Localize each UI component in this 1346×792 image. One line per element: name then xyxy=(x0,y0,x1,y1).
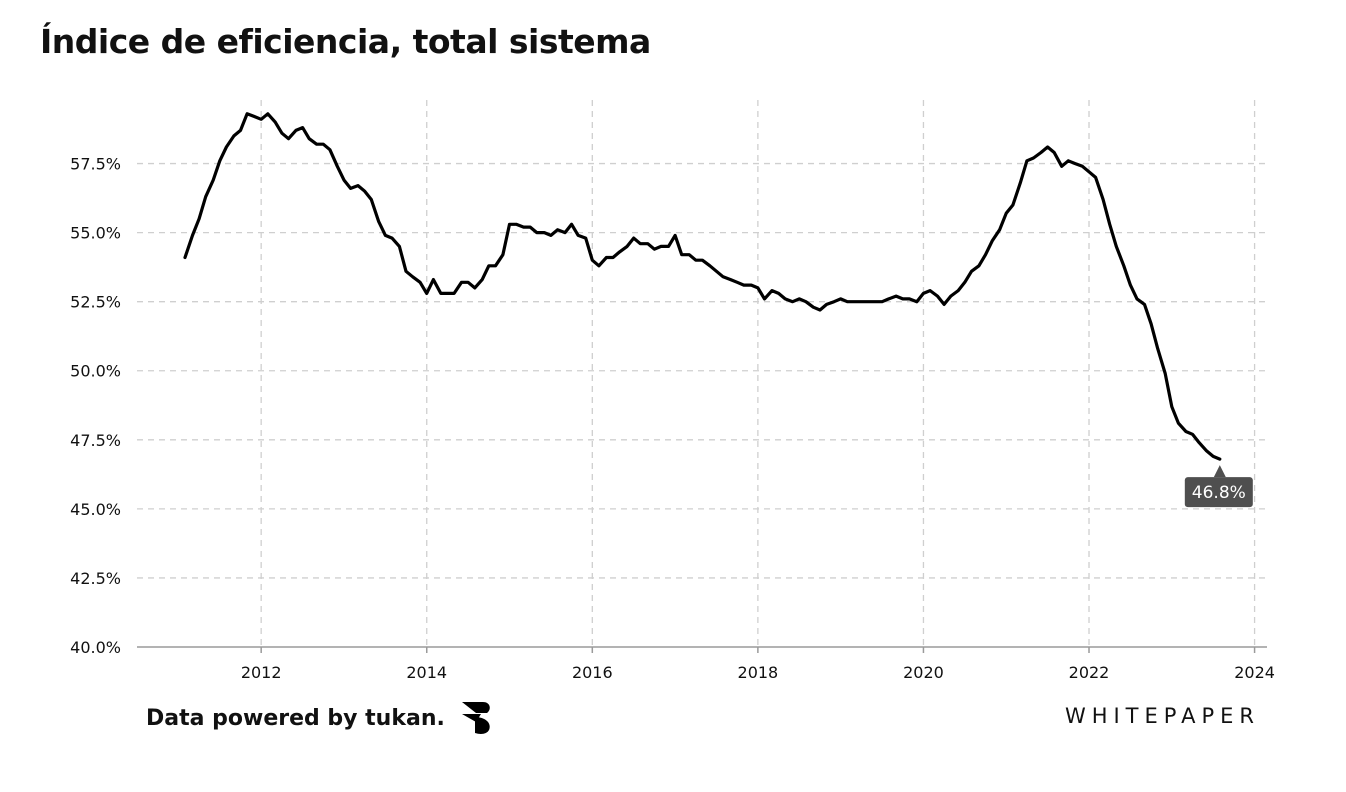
x-tick-label: 2016 xyxy=(572,663,613,682)
x-tick-label: 2018 xyxy=(738,663,779,682)
y-tick-label: 50.0% xyxy=(70,362,121,381)
x-tick-label: 2012 xyxy=(241,663,282,682)
tukan-logo-icon xyxy=(461,702,490,734)
data-credit: Data powered by tukan. xyxy=(146,700,493,736)
whitepaper-brand: WHITEPAPER xyxy=(1064,704,1260,728)
y-tick-label: 45.0% xyxy=(70,500,121,519)
x-tick-label: 2022 xyxy=(1069,663,1110,682)
y-tick-label: 57.5% xyxy=(70,155,121,174)
x-tick-label: 2020 xyxy=(903,663,944,682)
y-tick-label: 52.5% xyxy=(70,293,121,312)
last-value-label: 46.8% xyxy=(1184,465,1253,508)
y-tick-label: 47.5% xyxy=(70,431,121,450)
label-layer: 46.8% xyxy=(1184,465,1253,508)
chart-title: Índice de eficiencia, total sistema xyxy=(40,22,651,61)
label-pointer xyxy=(1213,465,1226,478)
y-tick-label: 40.0% xyxy=(70,638,121,657)
label-text: 46.8% xyxy=(1192,483,1246,503)
credit-text: Data powered by tukan. xyxy=(146,705,445,731)
y-tick-label: 55.0% xyxy=(70,224,121,243)
y-tick-label: 42.5% xyxy=(70,569,121,588)
x-tick-label: 2014 xyxy=(406,663,447,682)
series-layer xyxy=(183,112,1222,461)
grid-layer xyxy=(137,100,1267,647)
x-tick-label: 2024 xyxy=(1234,663,1275,682)
label-box xyxy=(1184,477,1253,508)
axis-layer: 40.0% 42.5% 45.0% 47.5% 50.0% 52.5% 55.0% 57.5%… xyxy=(70,155,1275,682)
series-line xyxy=(183,112,1222,461)
